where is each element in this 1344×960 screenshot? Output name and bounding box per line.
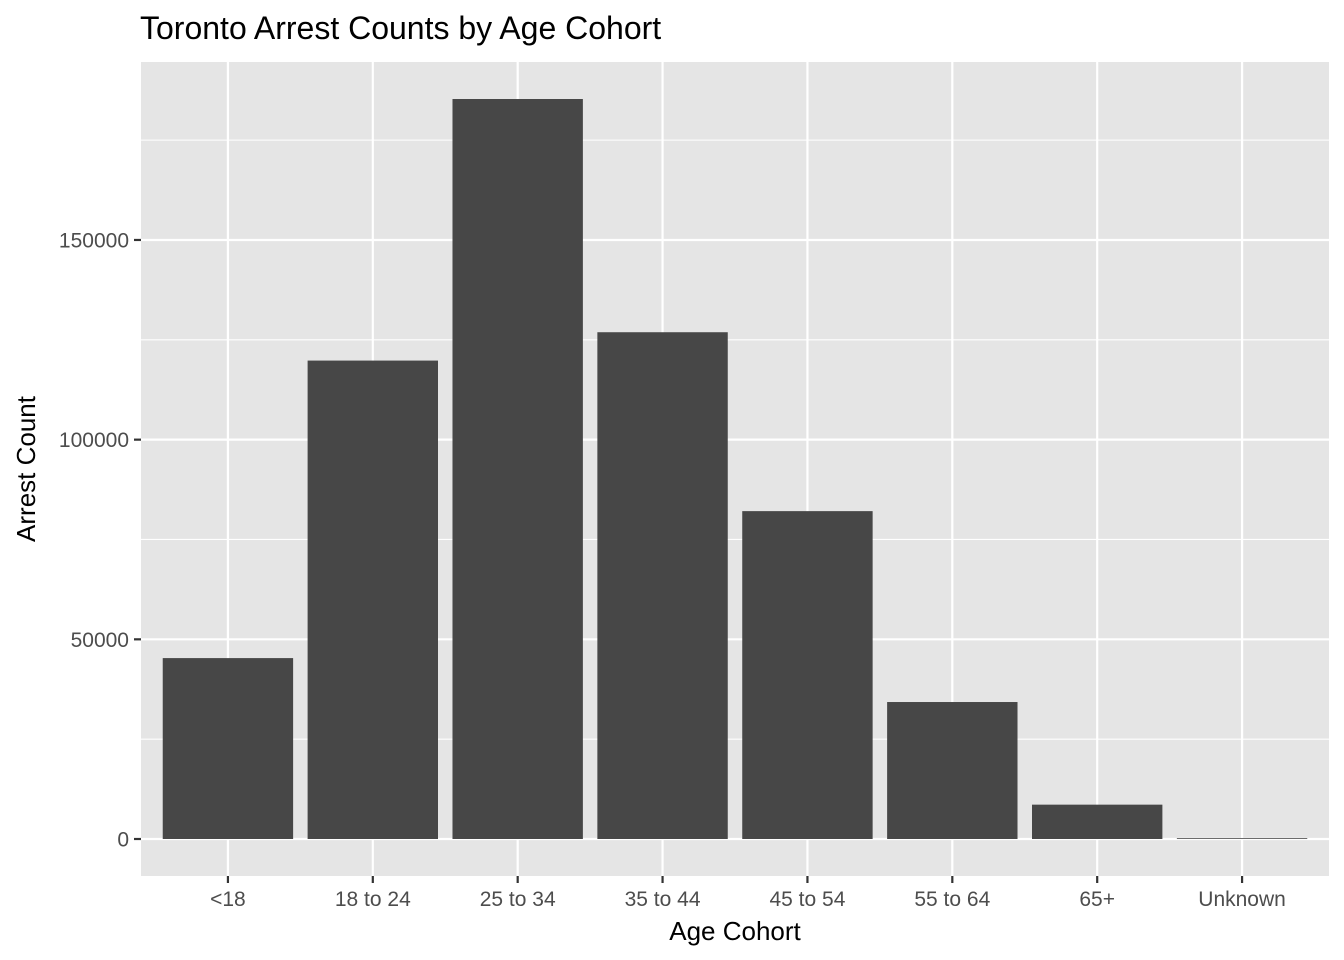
y-tick-label: 0 [117, 829, 129, 852]
y-tick-label: 50000 [71, 629, 129, 652]
y-axis-title: Arrest Count [11, 395, 41, 542]
bar-unknown [1176, 838, 1308, 839]
x-tick-label: 65+ [1079, 888, 1115, 911]
bar-25-to-34 [452, 99, 583, 839]
bar-45-to-54 [742, 511, 873, 839]
y-axis: 0 50000 100000 150000 [59, 229, 141, 852]
x-tick-label: 45 to 54 [769, 888, 845, 911]
x-tick-label: 55 to 64 [914, 888, 990, 911]
bar-65 [1032, 804, 1163, 839]
bar-55-to-64 [887, 702, 1018, 839]
x-tick-label: <18 [210, 888, 246, 911]
bar-35-to-44 [597, 332, 728, 839]
bars [162, 99, 1308, 839]
x-tick-label: Unknown [1198, 888, 1286, 911]
x-tick-label: 18 to 24 [335, 888, 411, 911]
y-tick-label: 100000 [59, 429, 129, 452]
x-axis: <18 18 to 24 25 to 34 35 to 44 45 to 54 55 to… [210, 876, 1286, 911]
bar-18 [162, 658, 294, 839]
bar-18-to-24 [307, 360, 438, 839]
y-tick-label: 150000 [59, 229, 129, 252]
chart-title: Toronto Arrest Counts by Age Cohort [140, 10, 661, 46]
x-axis-title: Age Cohort [669, 916, 801, 946]
x-tick-label: 25 to 34 [480, 888, 556, 911]
x-tick-label: 35 to 44 [625, 888, 701, 911]
